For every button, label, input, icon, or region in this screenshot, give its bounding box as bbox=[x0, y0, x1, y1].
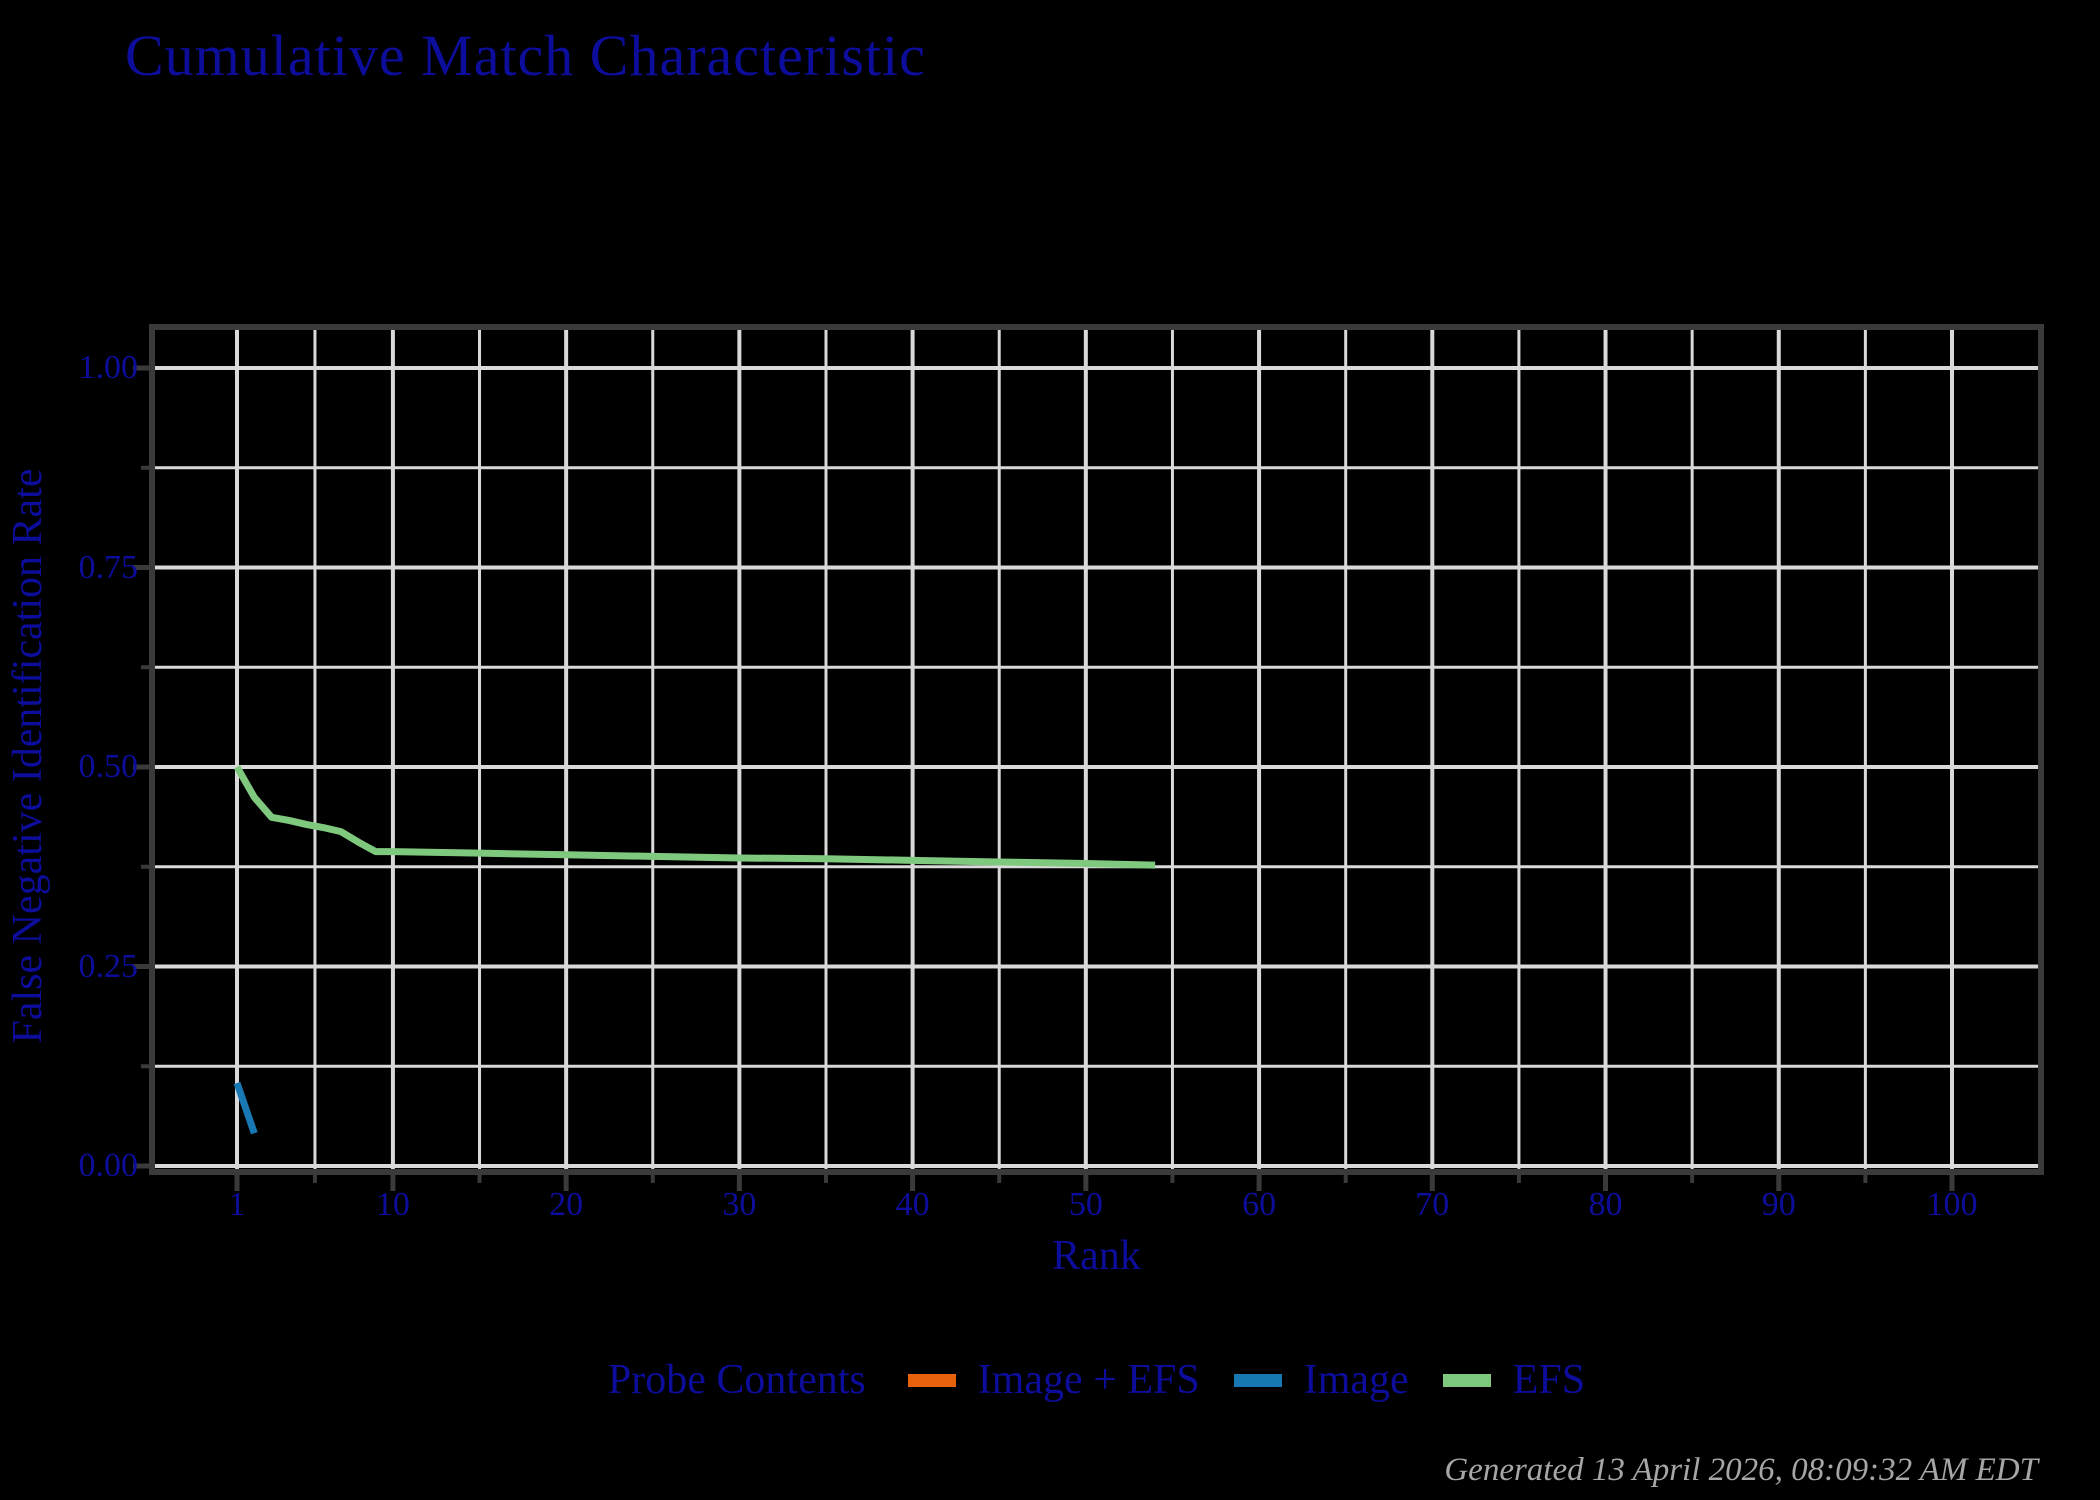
x-tick-label: 50 bbox=[1068, 1186, 1103, 1223]
legend-item-label: Image bbox=[1303, 1357, 1409, 1403]
legend-item: Image + EFS bbox=[907, 1356, 1200, 1404]
x-tick-label: 10 bbox=[375, 1186, 410, 1223]
x-tick-label: 70 bbox=[1415, 1186, 1450, 1223]
legend: Probe Contents Image + EFS Image EFS bbox=[152, 1348, 2041, 1412]
y-tick-label: 0.50 bbox=[78, 748, 139, 785]
y-tick-label: 0.25 bbox=[78, 947, 139, 985]
legend-item: Image bbox=[1233, 1356, 1409, 1404]
x-axis-title: Rank bbox=[1052, 1233, 1141, 1279]
series-line-efs bbox=[233, 765, 1156, 869]
y-tick-label: 0.75 bbox=[78, 548, 139, 586]
plot-panel-border bbox=[149, 324, 2044, 1175]
legend-item-label: Image + EFS bbox=[977, 1357, 1200, 1403]
y-tick-label: 0.00 bbox=[78, 1147, 139, 1184]
y-tick-label: 1.00 bbox=[78, 349, 139, 386]
generated-timestamp: Generated 13 April 2026, 08:09:32 AM EDT bbox=[1444, 1452, 2038, 1488]
legend-items: Image + EFS Image EFS bbox=[907, 1356, 1586, 1404]
series-line-image bbox=[233, 1081, 258, 1135]
x-tick-label: 40 bbox=[895, 1186, 930, 1223]
x-tick-label: 30 bbox=[722, 1186, 757, 1223]
legend-swatch-icon bbox=[1233, 1373, 1282, 1387]
legend-title: Probe Contents bbox=[607, 1357, 866, 1403]
x-tick-label: 1 bbox=[228, 1186, 246, 1223]
x-tick-label: 90 bbox=[1761, 1186, 1796, 1223]
legend-swatch-icon bbox=[907, 1373, 956, 1387]
x-tick-label: 60 bbox=[1242, 1186, 1277, 1223]
x-tick-label: 80 bbox=[1588, 1186, 1623, 1223]
legend-item-label: EFS bbox=[1512, 1357, 1586, 1403]
x-tick-label: 20 bbox=[549, 1186, 584, 1223]
legend-swatch-icon bbox=[1442, 1373, 1491, 1387]
chart-title: Cumulative Match Characteristic bbox=[125, 23, 926, 88]
legend-item: EFS bbox=[1442, 1356, 1586, 1404]
x-tick-label: 100 bbox=[1926, 1186, 1978, 1223]
